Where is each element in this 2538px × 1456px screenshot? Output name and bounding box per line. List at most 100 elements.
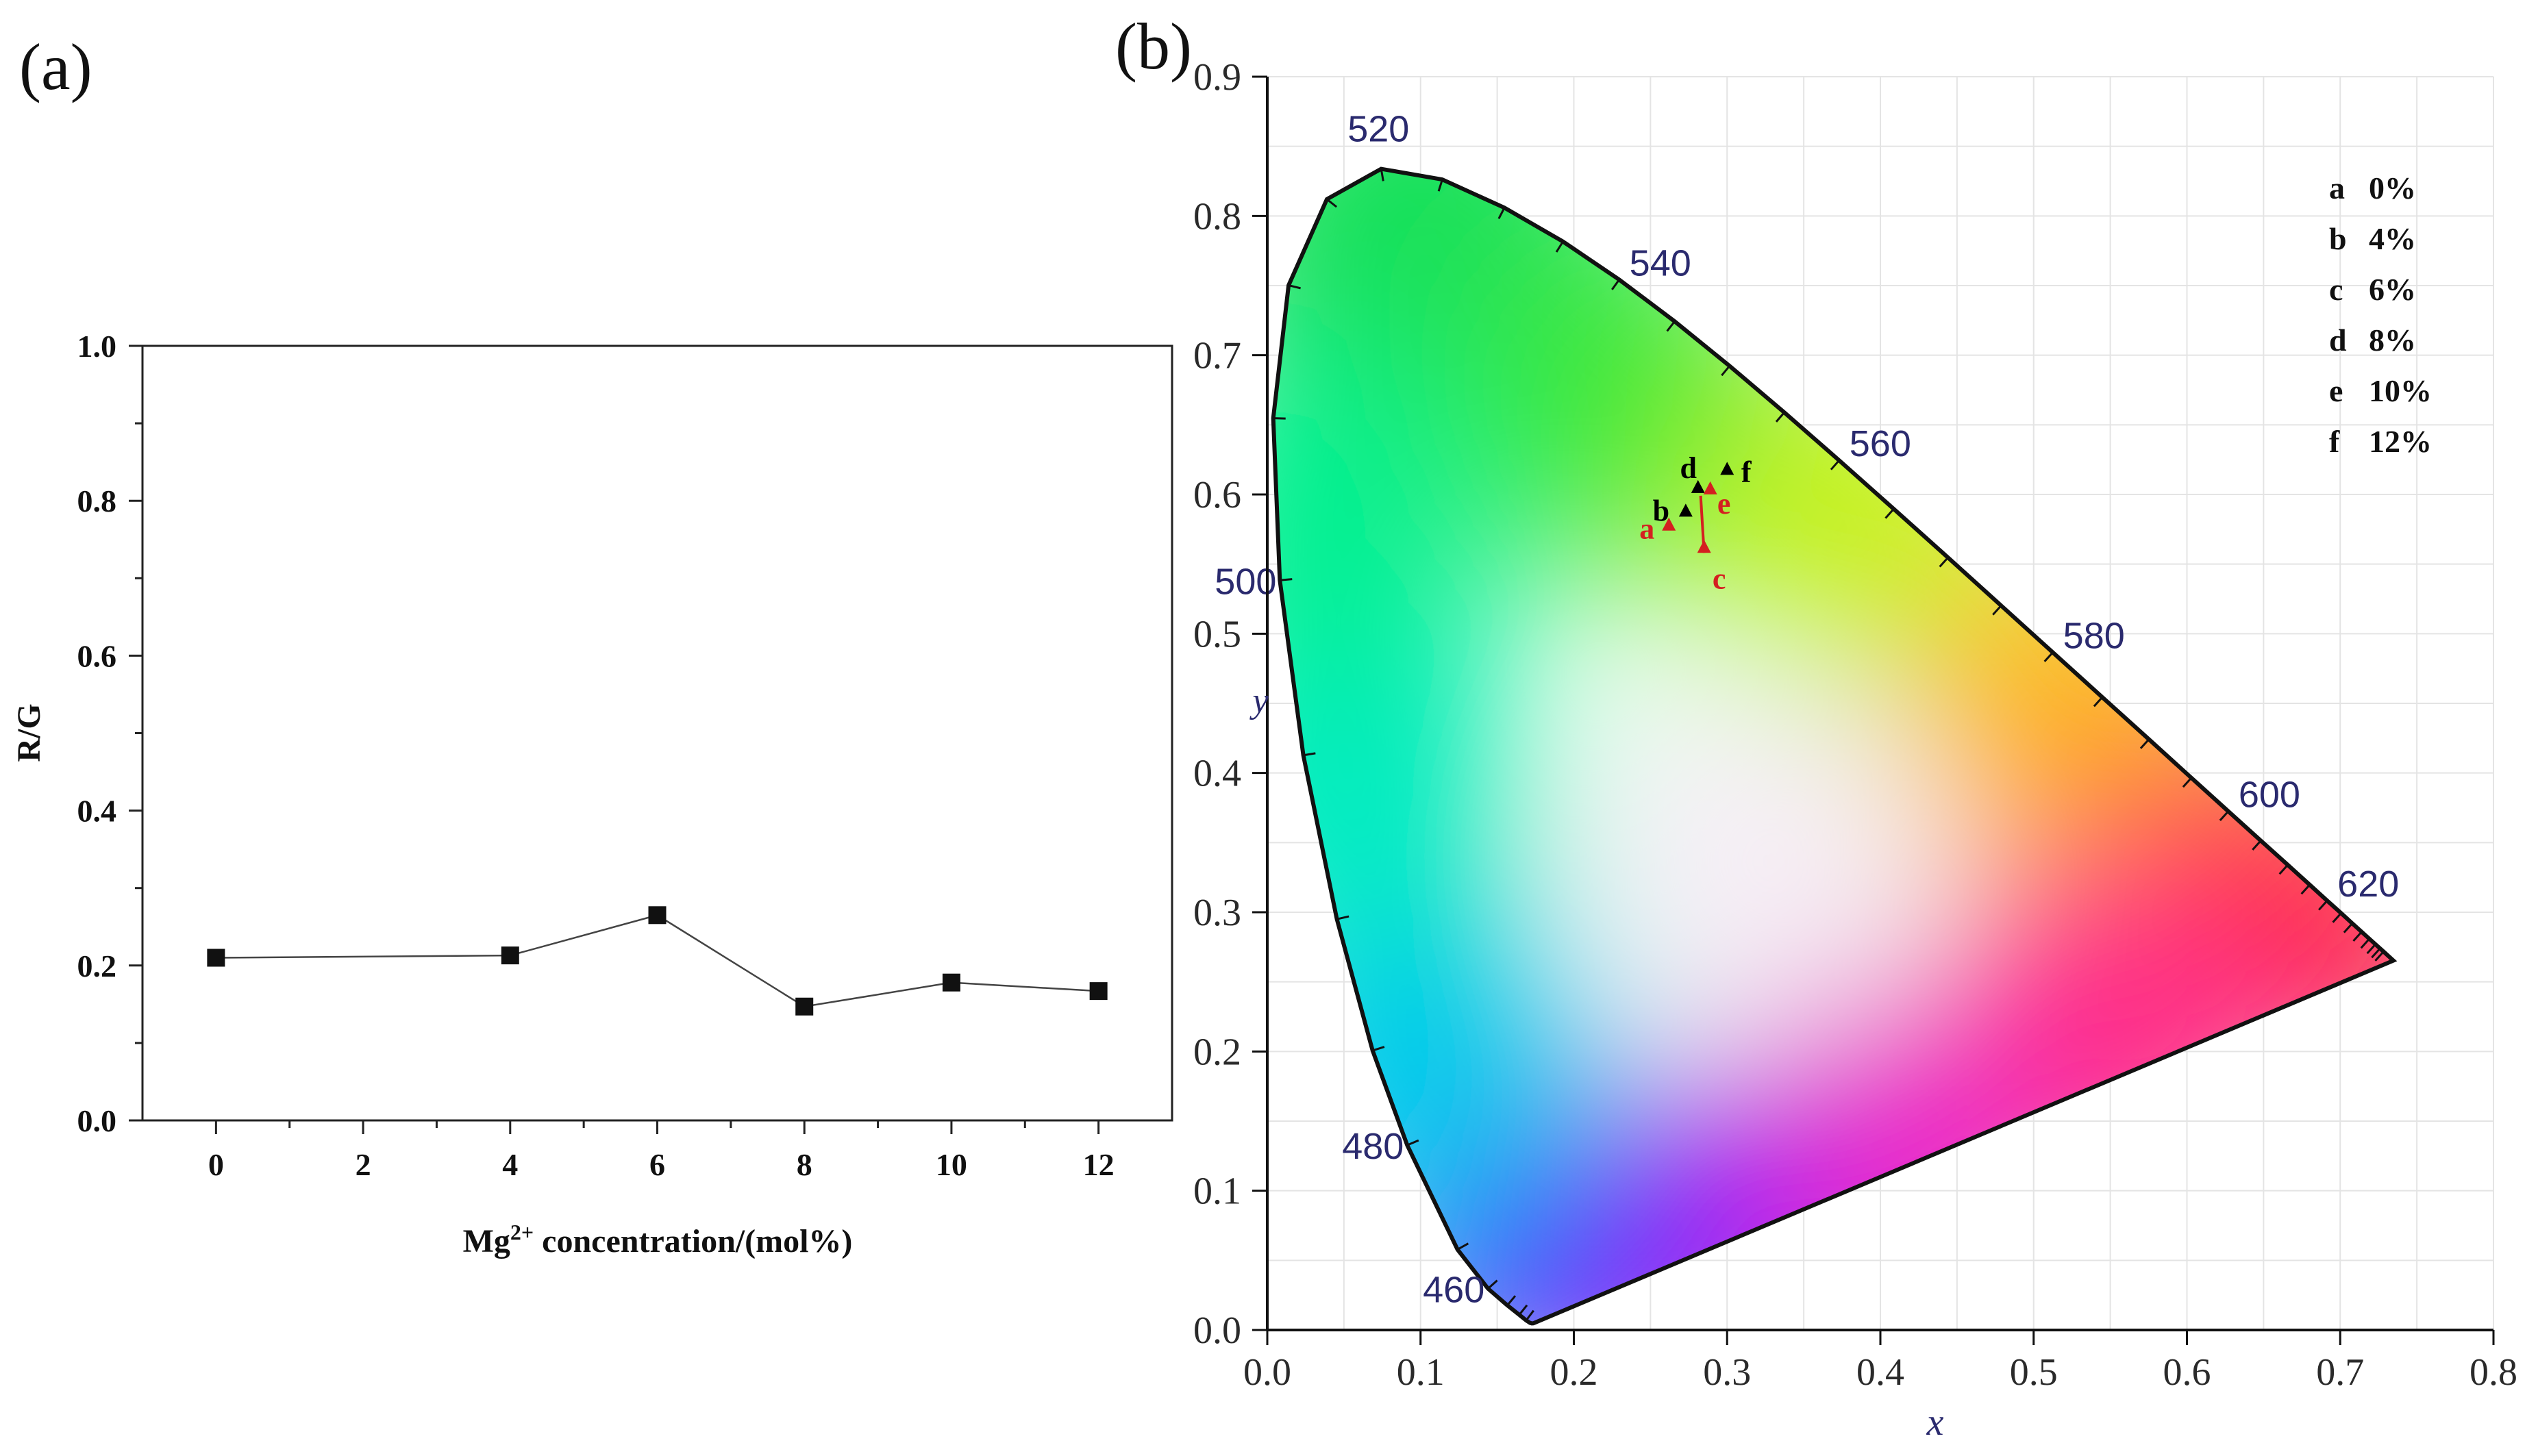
locus-tick: [1525, 1309, 1534, 1321]
y-tick-label: 0.0: [1193, 1309, 1241, 1352]
series-line: [216, 914, 1099, 1008]
locus-tick: [1336, 915, 1349, 920]
y-tick-label: 0.6: [77, 638, 117, 673]
wavelength-label: 620: [2337, 864, 2399, 905]
cie-point-label: a: [1639, 512, 1654, 546]
locus-tick: [1288, 284, 1301, 290]
locus-tick: [2371, 947, 2381, 959]
cie-point-e: [1703, 481, 1717, 494]
y-tick-label: 0.2: [1193, 1031, 1241, 1073]
x-axis-label: Mg2+ concentration/(mol%): [463, 1220, 853, 1259]
locus-tick: [1280, 578, 1293, 581]
legend-value: 6%: [2369, 272, 2416, 307]
y-tick-label: 0.5: [1193, 613, 1241, 655]
x-tick-label: 0.7: [2316, 1351, 2364, 1394]
locus-tick: [2332, 912, 2342, 923]
x-tick-label: 0: [208, 1147, 224, 1182]
locus-tick: [2318, 900, 2328, 911]
locus-tick: [1437, 179, 1443, 192]
locus-tick: [2366, 943, 2376, 955]
locus-tick: [1487, 1279, 1498, 1290]
data-point: [795, 997, 814, 1016]
locus-tick: [1555, 240, 1564, 253]
locus-tick: [1372, 1046, 1385, 1052]
locus-tick: [2352, 931, 2363, 942]
legend-key: d: [2329, 323, 2347, 357]
locus-tick: [1518, 1304, 1528, 1316]
locus-tick: [2219, 810, 2230, 821]
y-tick-label: 0.1: [1193, 1170, 1241, 1213]
locus-tick: [1830, 460, 1840, 470]
data-point: [648, 906, 667, 925]
y-axis-label: R/G: [11, 703, 47, 762]
locus-tick: [1406, 1139, 1419, 1146]
cie-point-label: d: [1680, 451, 1696, 485]
locus-tick: [2343, 922, 2354, 933]
x-tick-label: 0.0: [1243, 1351, 1291, 1394]
locus-tick: [2093, 696, 2104, 707]
locus-tick: [1506, 1295, 1517, 1306]
legend-key: f: [2329, 424, 2340, 459]
x-tick-label: 2: [356, 1147, 371, 1182]
legend-value: 8%: [2369, 323, 2416, 357]
cie-point-d: [1691, 479, 1705, 493]
locus-tick: [1456, 1242, 1469, 1251]
locus-tick: [2043, 651, 2054, 662]
y-tick-label: 0.2: [77, 949, 117, 983]
cie-point-f: [1720, 462, 1734, 475]
y-tick-label: 0.4: [1193, 753, 1241, 795]
locus-tick: [1273, 417, 1286, 420]
wavelength-label: 520: [1347, 109, 1409, 150]
locus-tick: [2360, 938, 2370, 949]
locus-tick: [2278, 864, 2289, 875]
cie-point-label: b: [1653, 494, 1669, 527]
wavelength-label: 560: [1850, 423, 1911, 464]
x-tick-label: 12: [1083, 1147, 1115, 1182]
y-tick-label: 0.9: [1193, 56, 1241, 99]
gamut-color-region: [1273, 581, 1536, 965]
gamut-color-region: [1593, 692, 1922, 1021]
y-tick-label: 1.0: [77, 329, 117, 364]
locus-tick: [1775, 412, 1785, 423]
locus-tick: [2374, 951, 2385, 962]
y-tick-label: 0.0: [77, 1103, 117, 1138]
wavelength-label: 480: [1342, 1126, 1404, 1167]
locus-tick: [1992, 605, 2002, 616]
x-axis-label: x: [1926, 1401, 1944, 1444]
x-tick-label: 0.8: [2469, 1351, 2517, 1394]
plot-frame: [141, 344, 1173, 1122]
legend-key: e: [2329, 373, 2343, 408]
legend-value: 12%: [2369, 424, 2432, 459]
locus-tick: [2139, 738, 2150, 749]
locus-tick: [1611, 279, 1620, 290]
legend-key: a: [2329, 171, 2345, 205]
panel-a-label: (a): [19, 30, 92, 103]
x-tick-label: 0.4: [1856, 1351, 1904, 1394]
y-tick-label: 0.7: [1193, 335, 1241, 377]
y-tick-label: 0.8: [77, 484, 117, 518]
x-tick-label: 0.1: [1397, 1351, 1445, 1394]
cie-point-label: f: [1741, 455, 1752, 488]
trajectory-line: [1699, 495, 1706, 553]
data-point: [501, 946, 519, 965]
rg-ratio-chart: (a) 0 2 4 6 8 10 12 0.0 0.2 0.4 0.6 0.8 1.0 R/G Mg2+…: [11, 30, 1173, 1259]
wavelength-label: 540: [1630, 242, 1691, 284]
wavelength-label: 580: [2063, 616, 2125, 657]
y-tick-label: 0.6: [1193, 474, 1241, 516]
locus-tick: [1303, 752, 1316, 757]
cie-point-a: [1662, 517, 1676, 531]
x-tick-label: 6: [649, 1147, 665, 1182]
cie-point-b: [1678, 503, 1693, 517]
locus-tick: [2300, 883, 2311, 895]
locus-tick: [2252, 840, 2262, 851]
locus-tick: [1721, 365, 1730, 377]
data-point: [207, 949, 225, 967]
legend-value: 4%: [2369, 221, 2416, 256]
y-axis-label: y: [1249, 681, 1269, 720]
locus-tick: [1939, 557, 1949, 568]
cie-point-label: c: [1713, 562, 1726, 595]
legend-value: 0%: [2369, 171, 2416, 205]
panel-b-label: (b): [1115, 10, 1192, 83]
x-tick-label: 10: [936, 1147, 967, 1182]
